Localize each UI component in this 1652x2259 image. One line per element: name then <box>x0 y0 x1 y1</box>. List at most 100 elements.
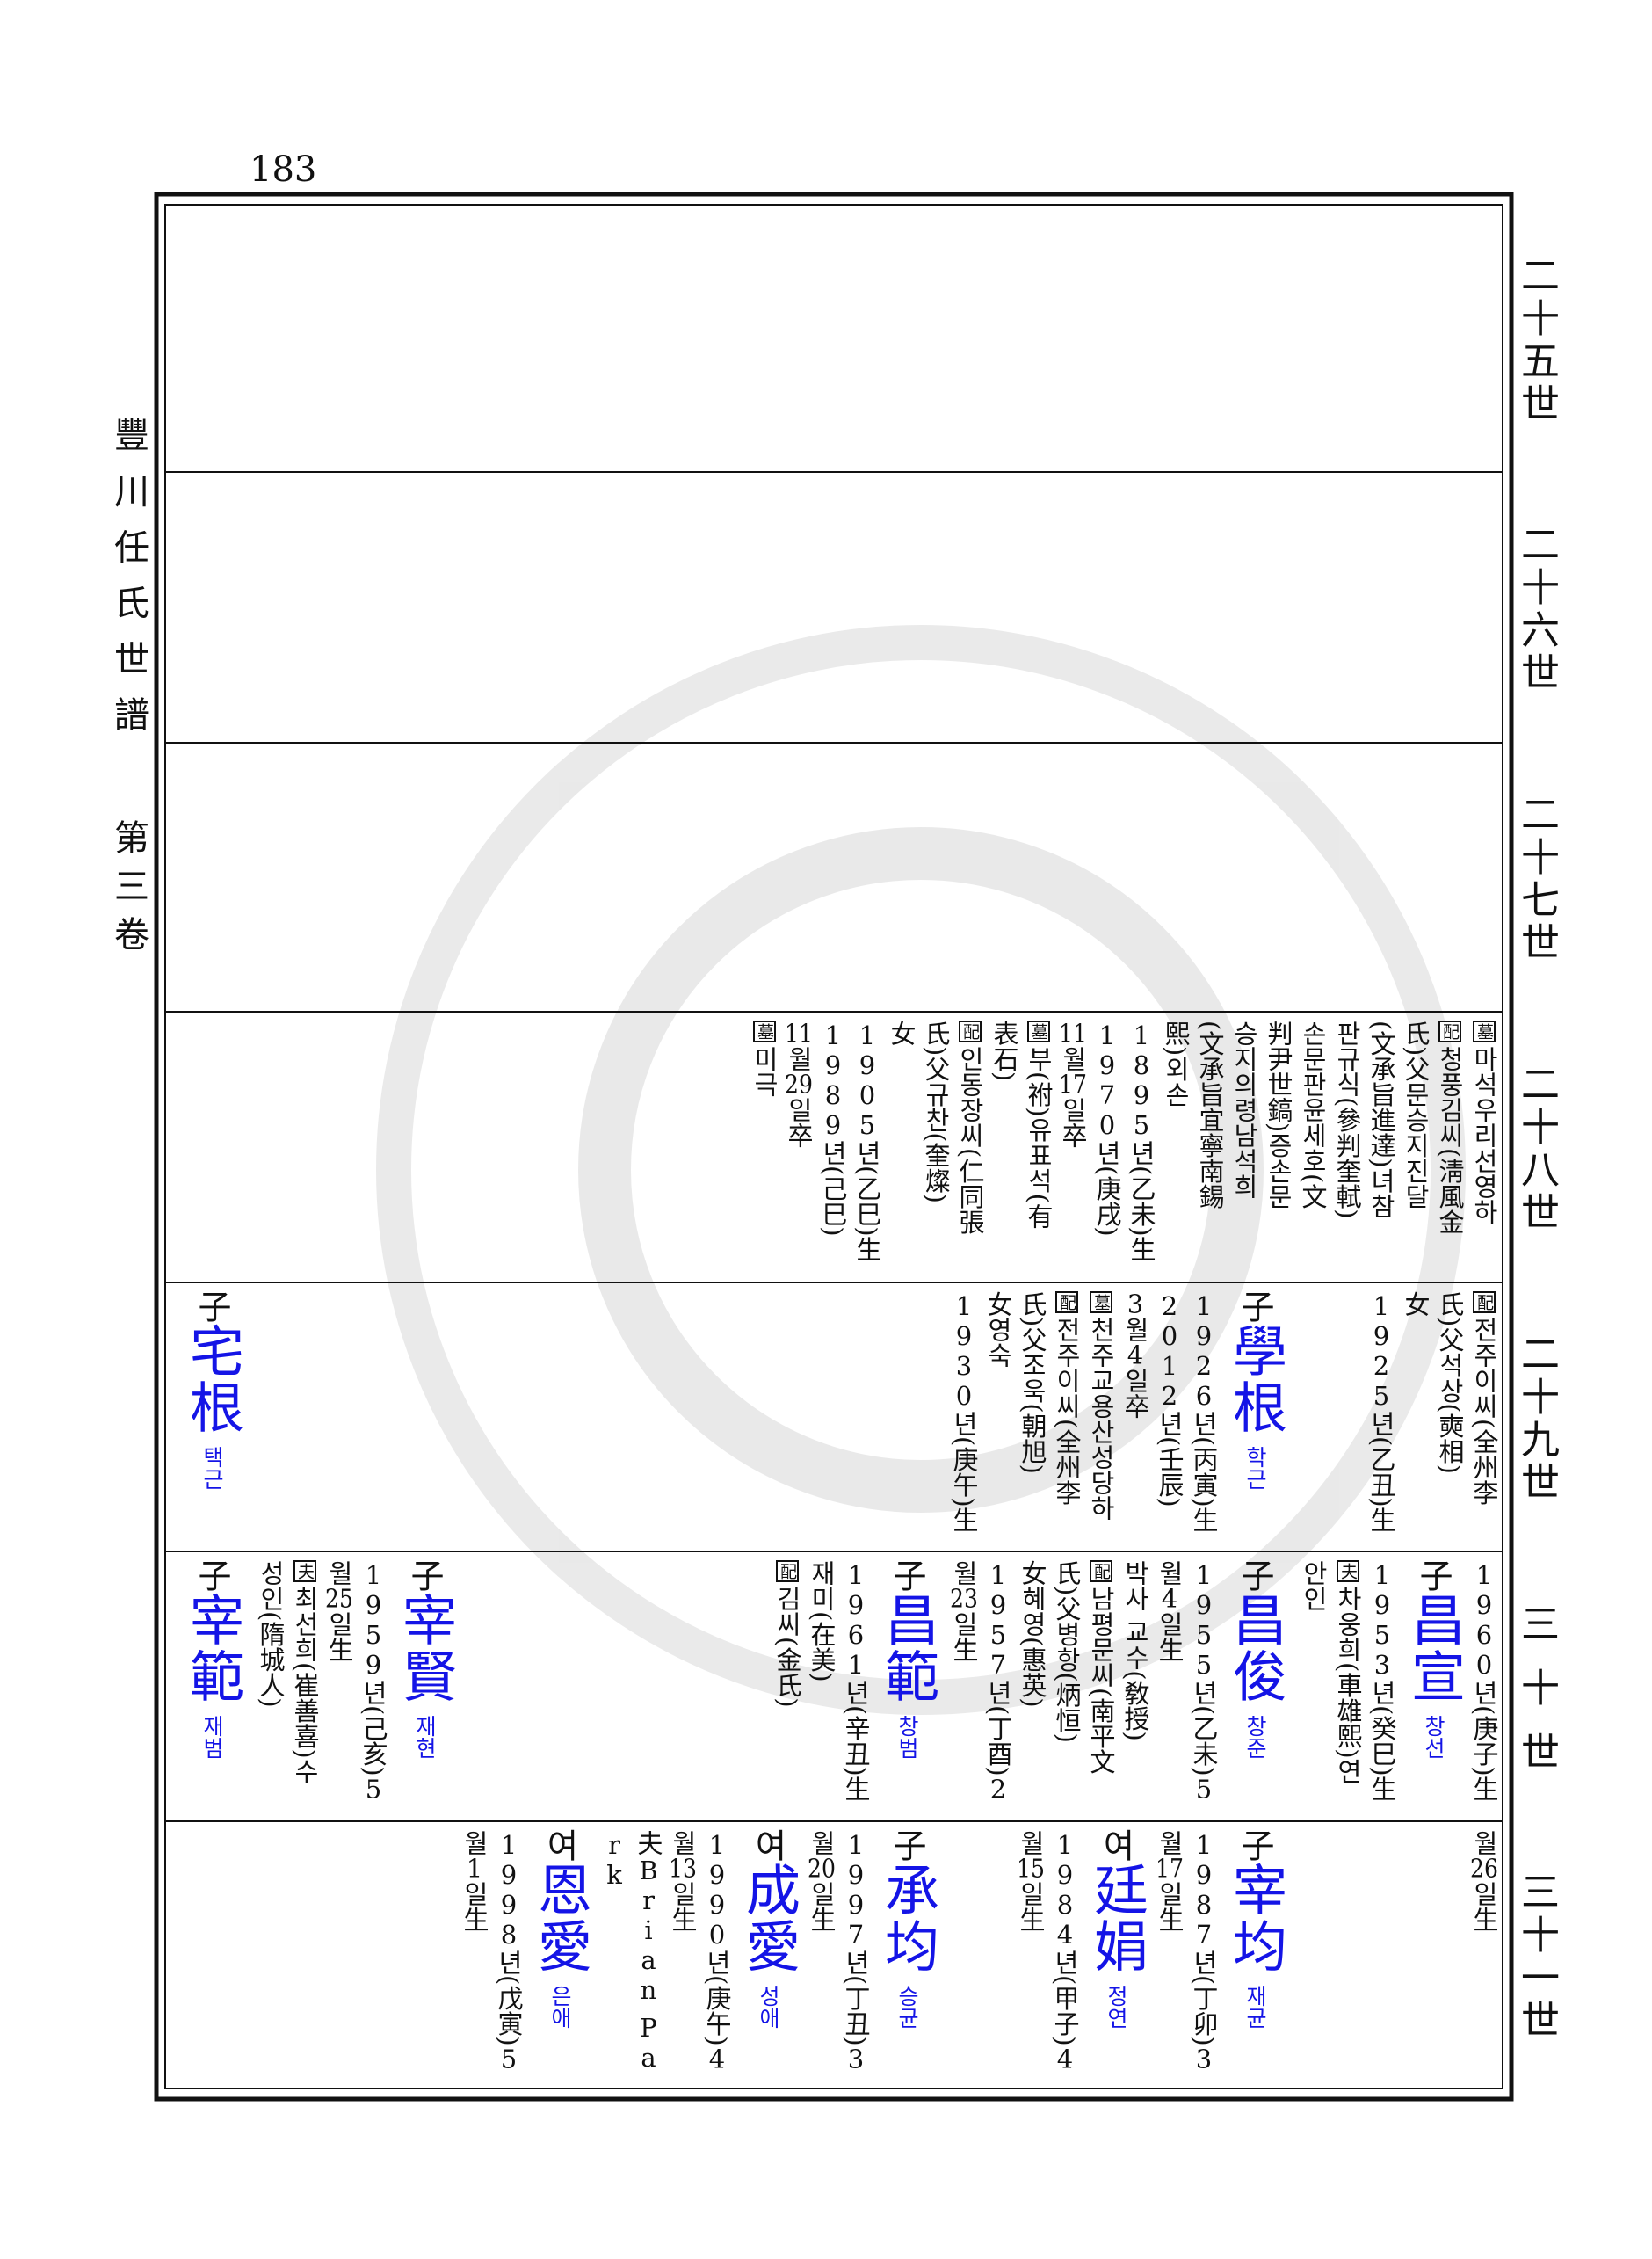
record-line: 氏)父문승지진달 <box>1401 1021 1431 1209</box>
name-reading: 은애 <box>547 1985 573 2029</box>
record-line: 월20일生 <box>807 1830 837 1932</box>
record-tag: 夫 <box>293 1560 316 1582</box>
record-line: 1970년(庚戌) <box>1092 1021 1122 1237</box>
record-text: 미극 <box>750 1046 779 1097</box>
record-line: 월23일生 <box>949 1560 979 1662</box>
name-reading: 택근 <box>199 1446 225 1490</box>
record-text: 차웅희(車雄熙)연 <box>1333 1586 1363 1784</box>
record-line: 女 <box>1401 1291 1431 1317</box>
relation: 子 <box>405 1558 444 1592</box>
record-text: 천주교용산성당하 <box>1086 1317 1116 1521</box>
record-line: 1957년(丁酉)2 <box>983 1560 1013 1802</box>
name-column: 子昌範 창범 <box>873 1558 940 1759</box>
record-text: 김씨(金氏) <box>772 1586 802 1708</box>
record-tag: 夫 <box>1337 1560 1359 1582</box>
record-tag: 配 <box>1090 1560 1112 1582</box>
record-line: rk <box>599 1830 629 1890</box>
person-name: 昌俊 <box>1223 1592 1287 1704</box>
record-line: 1997년(丁丑)3 <box>841 1830 871 2072</box>
record-line: 氏)父병항(炳恒) <box>1052 1560 1082 1743</box>
name-column: 子宅根 택근 <box>178 1289 245 1490</box>
record-line: 11월29일卒 <box>784 1021 814 1148</box>
relation: 子 <box>888 1828 926 1862</box>
record-line: 配 남평문씨(南平文 <box>1083 1560 1119 1774</box>
generation-label: 三十一世 <box>1514 1871 1559 2038</box>
relation: 여 <box>540 1828 579 1862</box>
relation: 子 <box>192 1558 231 1592</box>
record-text: 마석우리선영하 <box>1469 1046 1499 1224</box>
relation: 여 <box>1097 1828 1135 1862</box>
name-reading: 재현 <box>412 1715 438 1759</box>
record-line: 1926년(丙寅)生 <box>1189 1291 1219 1533</box>
record-line: 表石) <box>989 1021 1019 1082</box>
name-column: 子昌宣 창선 <box>1400 1558 1467 1759</box>
record-line: 墓 미극 <box>747 1021 782 1097</box>
record-line: 3월4일卒 <box>1120 1291 1150 1419</box>
relation: 여 <box>749 1828 787 1862</box>
name-reading: 정연 <box>1104 1985 1129 2029</box>
record-tag: 墓 <box>1473 1021 1496 1042</box>
record-line: 박사 교수(敎授) <box>1120 1560 1150 1741</box>
record-line: 월25일生 <box>324 1560 354 1662</box>
record-line: 1959년(己亥)5 <box>359 1560 388 1802</box>
record-line: 氏)父규찬(奎燦) <box>921 1021 951 1203</box>
relation: 子 <box>1235 1289 1274 1323</box>
volume: 第三卷 <box>108 819 149 951</box>
record-line: 안인 <box>1299 1560 1329 1611</box>
record-line: 夫 최선희(崔善喜)수 <box>287 1560 322 1784</box>
record-text: 청풍김씨(淸風金 <box>1435 1046 1465 1235</box>
record-line: 女혜영(惠英) <box>1018 1560 1047 1708</box>
record-tag: 配 <box>776 1560 799 1582</box>
person-name: 成愛 <box>736 1862 801 1974</box>
record-line: 1987년(丁卯)3 <box>1189 1830 1219 2072</box>
relation: 子 <box>192 1289 231 1323</box>
name-column: 子承均 승균 <box>873 1828 940 2029</box>
record-line: 1905년(乙巳)生 <box>852 1021 882 1262</box>
record-line: 1998년(戊寅)5 <box>494 1830 524 2072</box>
record-line: 配 김씨(金氏) <box>770 1560 805 1708</box>
relation: 子 <box>1235 1558 1274 1592</box>
name-reading: 창선 <box>1421 1715 1446 1759</box>
outer-border <box>154 192 1514 2102</box>
generation-label: 二十六世 <box>1514 524 1559 691</box>
record-line: 1930년(庚午)生 <box>949 1291 979 1533</box>
generation-label: 二十八世 <box>1514 1064 1559 1231</box>
name-reading: 창범 <box>895 1715 920 1759</box>
name-reading: 창준 <box>1243 1715 1268 1759</box>
generation-label: 三十世 <box>1514 1602 1559 1770</box>
name-column: 子宰範 재범 <box>178 1558 245 1759</box>
record-line: 1925년(乙丑)生 <box>1366 1291 1396 1533</box>
relation: 子 <box>1235 1828 1274 1862</box>
person-name: 恩愛 <box>528 1862 592 1974</box>
record-line: 墓 부(祔)유표석(有 <box>1021 1021 1056 1229</box>
book-title: 豐川任氏世譜 <box>108 417 149 731</box>
record-line: 2012년(壬辰) <box>1155 1291 1185 1507</box>
record-line: 월4일生 <box>1155 1560 1185 1662</box>
person-name: 宅根 <box>180 1323 244 1435</box>
record-tag: 配 <box>959 1021 982 1042</box>
record-line: 1990년(庚午)4 <box>702 1830 732 2072</box>
record-line: 配 청풍김씨(淸風金 <box>1432 1021 1467 1234</box>
record-tag: 墓 <box>1027 1021 1050 1042</box>
record-line: 월1일生 <box>460 1830 489 1932</box>
watermark-seal <box>376 625 1466 1715</box>
person-name: 昌宣 <box>1402 1592 1466 1704</box>
record-line: (文承旨宜寧南錫 <box>1195 1021 1225 1209</box>
person-name: 承均 <box>875 1862 939 1974</box>
name-reading: 재범 <box>199 1715 225 1759</box>
record-line: 女영숙 <box>983 1291 1013 1368</box>
generation-label: 二十五世 <box>1514 255 1559 422</box>
record-line: 夫 차웅희(車雄熙)연 <box>1330 1560 1366 1784</box>
record-text: 전주이씨(全州李 <box>1052 1317 1082 1506</box>
record-line: 1955년(乙未)5 <box>1189 1560 1219 1802</box>
record-line: 墓 천주교용산성당하 <box>1083 1291 1119 1521</box>
record-text: 최선희(崔善喜)수 <box>290 1586 320 1784</box>
record-line: 월26일生 <box>1469 1830 1499 1932</box>
person-name: 宰均 <box>1223 1862 1287 1974</box>
relation: 子 <box>888 1558 926 1592</box>
name-column: 여成愛 성애 <box>735 1828 801 2029</box>
record-line: 1989년(己巳) <box>818 1021 848 1237</box>
name-column: 子學根 학근 <box>1221 1289 1288 1490</box>
